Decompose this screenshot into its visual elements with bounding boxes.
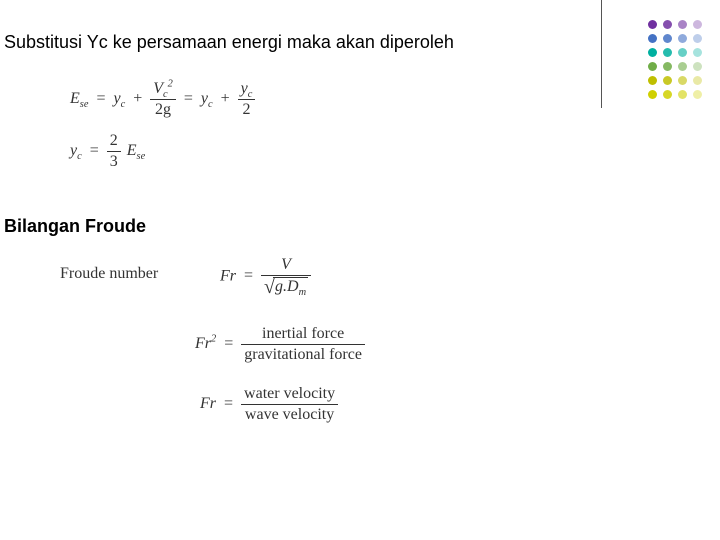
dot — [648, 48, 657, 57]
dot — [678, 20, 687, 29]
dot — [693, 62, 702, 71]
heading-froude: Bilangan Froude — [4, 216, 146, 237]
den-wave-velocity: wave velocity — [241, 405, 338, 424]
num-inertial: inertial force — [241, 325, 365, 345]
equation-froude-squared: Fr2 = inertial force gravitational force — [195, 325, 365, 363]
sup-2b: 2 — [211, 333, 216, 344]
equation-froude-velocity-ratio: Fr = water velocity wave velocity — [200, 385, 338, 423]
sub-m: m — [299, 287, 307, 298]
dots-row — [648, 76, 702, 85]
dot — [693, 90, 702, 99]
sym-equals-4: = — [244, 267, 253, 284]
fraction-froude: V √ g.Dm — [261, 256, 311, 297]
fraction-velocities: water velocity wave velocity — [241, 385, 338, 423]
heading-substitution: Substitusi Yc ke persamaan energi maka a… — [4, 32, 454, 53]
dot — [648, 76, 657, 85]
corner-dots-decoration — [648, 20, 702, 104]
sym-equals-2: = — [184, 90, 193, 107]
dot — [693, 20, 702, 29]
dot — [693, 34, 702, 43]
slide: Substitusi Yc ke persamaan energi maka a… — [0, 0, 720, 540]
dots-row — [648, 90, 702, 99]
sym-equals: = — [96, 90, 105, 107]
dot — [678, 62, 687, 71]
sym-plus-2: + — [221, 90, 230, 107]
den-2: 2 — [243, 101, 251, 118]
dot — [663, 48, 672, 57]
sym-plus: + — [133, 90, 142, 107]
dot — [678, 76, 687, 85]
num-water-velocity: water velocity — [241, 385, 338, 405]
sym-equals-6: = — [224, 395, 233, 412]
dot — [663, 90, 672, 99]
dot — [648, 90, 657, 99]
num-V: V — [281, 256, 291, 273]
dot — [693, 76, 702, 85]
dot — [693, 48, 702, 57]
sqrt-gdm: √ g.Dm — [264, 277, 308, 297]
dot — [663, 62, 672, 71]
sym-equals-3: = — [90, 142, 99, 159]
dots-row — [648, 62, 702, 71]
dot — [663, 34, 672, 43]
dots-row — [648, 48, 702, 57]
den-2g: 2g — [155, 101, 171, 118]
sym-gD: g.D — [275, 278, 299, 295]
sym-y3: y — [241, 80, 248, 97]
sym-Fr3: Fr — [200, 395, 216, 412]
sub-c: c — [121, 99, 126, 110]
vertical-divider — [601, 0, 602, 108]
sym-equals-5: = — [224, 335, 233, 352]
den-gravitational: gravitational force — [241, 345, 365, 364]
sym-y2: y — [201, 90, 208, 107]
dot — [678, 48, 687, 57]
dot — [678, 90, 687, 99]
den-3: 3 — [107, 152, 121, 171]
label-froude-number: Froude number — [60, 265, 158, 283]
dots-row — [648, 20, 702, 29]
sub-se: se — [80, 99, 89, 110]
sym-V: V — [153, 80, 163, 97]
sym-Fr: Fr — [220, 267, 236, 284]
equation-froude-definition: Fr = V √ g.Dm — [220, 256, 311, 297]
sub-se2: se — [137, 151, 146, 162]
fraction-yc-2: yc 2 — [238, 80, 256, 118]
sym-y: y — [113, 90, 120, 107]
sym-Fr2: Fr — [195, 335, 211, 352]
equation-critical-depth: yc = 2 3 Ese — [70, 132, 145, 170]
dots-row — [648, 34, 702, 43]
fraction-vc2-2g: Vc2 2g — [150, 80, 176, 118]
fraction-forces: inertial force gravitational force — [241, 325, 365, 363]
equation-specific-energy: Ese = yc + Vc2 2g = yc + yc 2 — [70, 80, 255, 118]
fraction-2-3: 2 3 — [107, 132, 121, 170]
sub-c2: c — [163, 89, 168, 100]
num-2: 2 — [107, 132, 121, 152]
dot — [648, 34, 657, 43]
sub-c3: c — [208, 99, 213, 110]
dot — [663, 76, 672, 85]
sub-c5: c — [77, 151, 82, 162]
dot — [648, 20, 657, 29]
sym-E: E — [70, 90, 80, 107]
dot — [663, 20, 672, 29]
sup-2: 2 — [168, 79, 173, 90]
dot — [648, 62, 657, 71]
sym-E2: E — [127, 142, 137, 159]
dot — [678, 34, 687, 43]
sub-c4: c — [248, 89, 253, 100]
